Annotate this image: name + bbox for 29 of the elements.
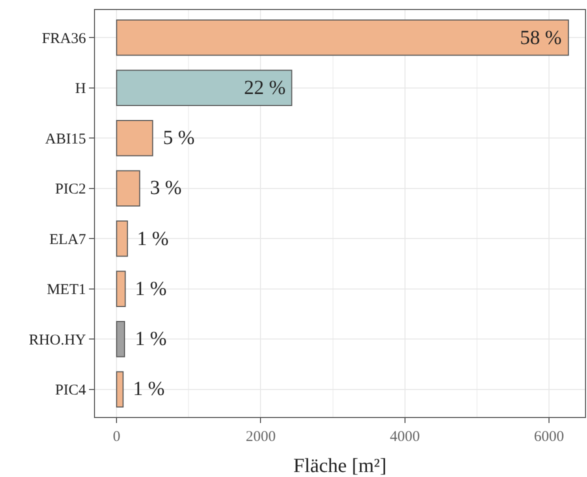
- bar: [116, 321, 126, 358]
- annotation: 1 %: [135, 328, 167, 350]
- bar: [116, 220, 128, 257]
- annotation: 3 %: [150, 177, 182, 199]
- annotation: 1 %: [135, 278, 167, 300]
- y-tick-label: ABI15: [45, 131, 86, 148]
- x-tick-label: 2000: [246, 429, 276, 445]
- y-tick-label: PIC4: [55, 382, 86, 399]
- bar: [116, 371, 124, 408]
- annotation: 5 %: [163, 127, 195, 149]
- y-tick-label: FRA36: [42, 30, 86, 47]
- bar: [116, 120, 154, 156]
- x-tick-label: 6000: [534, 429, 564, 445]
- y-tick-label: MET1: [46, 282, 86, 298]
- bar: [116, 70, 292, 106]
- x-axis-title: Fläche [m²]: [293, 455, 387, 477]
- y-tick-label: RHO.HY: [28, 332, 86, 348]
- annotation: 1 %: [133, 378, 165, 400]
- bar: [116, 20, 569, 56]
- bar: [116, 270, 126, 307]
- x-tick-label: 4000: [390, 429, 420, 445]
- y-tick-label: PIC2: [55, 182, 86, 198]
- bar: [116, 170, 140, 206]
- annotation: 22 %: [244, 77, 286, 99]
- annotation: 1 %: [137, 228, 169, 250]
- y-tick-label: ELA7: [49, 232, 86, 248]
- x-tick-label: 0: [112, 429, 120, 445]
- y-tick-label: H: [75, 81, 86, 98]
- annotation: 58 %: [520, 27, 562, 49]
